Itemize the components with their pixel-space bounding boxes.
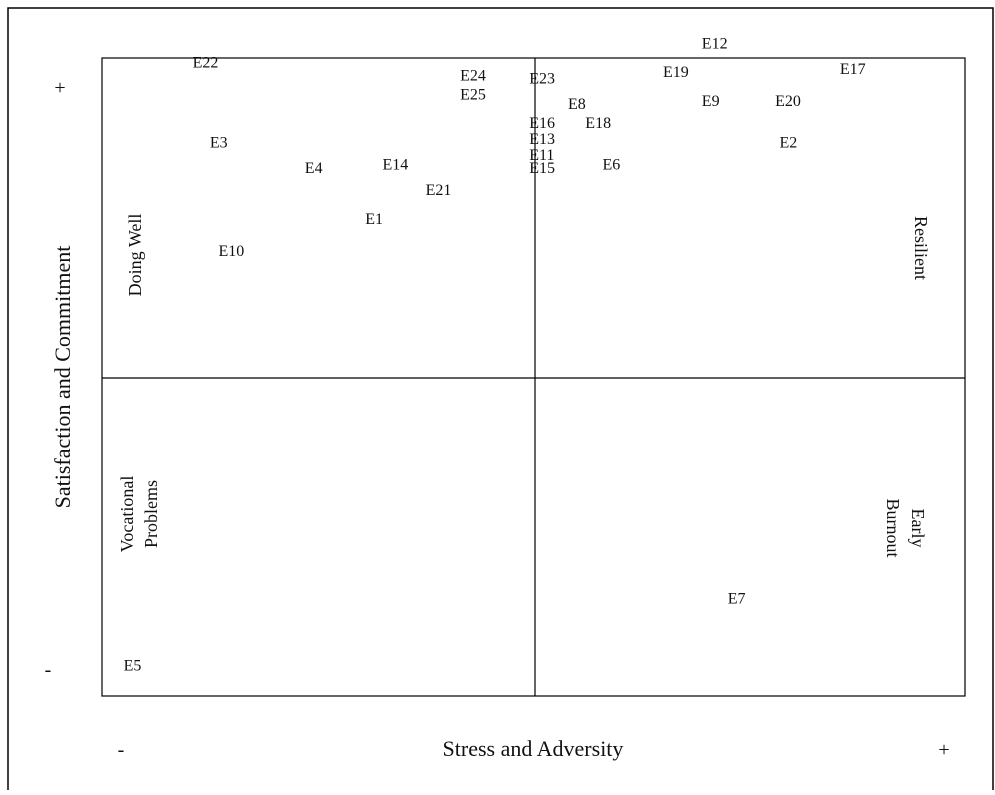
point-label-e11: E11: [529, 147, 554, 164]
data-points: E1 E2 E3 E4 E5 E6 E7 E8 E9 E10 E11 E12 E13 E14 E15 E16 E…: [124, 35, 866, 674]
point-label-e1: E1: [365, 211, 383, 228]
y-axis-max-sign: +: [54, 77, 65, 99]
point-label-e6: E6: [603, 157, 621, 174]
point-label-e13: E13: [529, 131, 555, 148]
point-label-e12: E12: [702, 35, 728, 52]
point-label-e24: E24: [460, 67, 486, 84]
point-label-e22: E22: [193, 55, 219, 72]
figure-border: [7, 7, 994, 795]
point-label-e9: E9: [702, 93, 720, 110]
quadrant-label-bottom-left-line2: Problems: [141, 480, 161, 548]
point-label-e5: E5: [124, 658, 142, 675]
point-label-e15: E15: [529, 160, 555, 177]
point-label-e8: E8: [568, 96, 586, 113]
point-label-e18: E18: [585, 115, 611, 132]
point-label-e3: E3: [210, 134, 228, 151]
quadrant-label-top-left: Doing Well: [125, 214, 145, 297]
point-label-e2: E2: [780, 134, 798, 151]
point-label-e23: E23: [529, 71, 555, 88]
y-axis-title: Satisfaction and Commitment: [50, 246, 75, 509]
point-label-e10: E10: [219, 243, 245, 260]
point-label-e14: E14: [383, 157, 409, 174]
x-axis-min-sign: -: [118, 739, 125, 761]
quadrant-label-top-right: Resilient: [911, 216, 931, 280]
point-label-e17: E17: [840, 61, 866, 78]
y-axis-min-sign: -: [45, 659, 52, 681]
quadrant-label-bottom-right-line1: Early: [908, 509, 928, 548]
point-label-e21: E21: [426, 182, 452, 199]
x-axis-max-sign: +: [938, 739, 949, 761]
point-label-e20: E20: [775, 93, 801, 110]
plot-area-border: [101, 57, 966, 697]
point-label-e7: E7: [728, 591, 746, 608]
point-label-e4: E4: [305, 160, 323, 177]
point-label-e16: E16: [529, 115, 555, 132]
point-label-e19: E19: [663, 64, 689, 81]
quadrant-label-bottom-left-line1: Vocational: [117, 476, 137, 553]
quadrant-label-bottom-right-line2: Burnout: [883, 498, 903, 557]
x-axis-title: Stress and Adversity: [443, 736, 624, 761]
point-label-e25: E25: [460, 87, 486, 104]
